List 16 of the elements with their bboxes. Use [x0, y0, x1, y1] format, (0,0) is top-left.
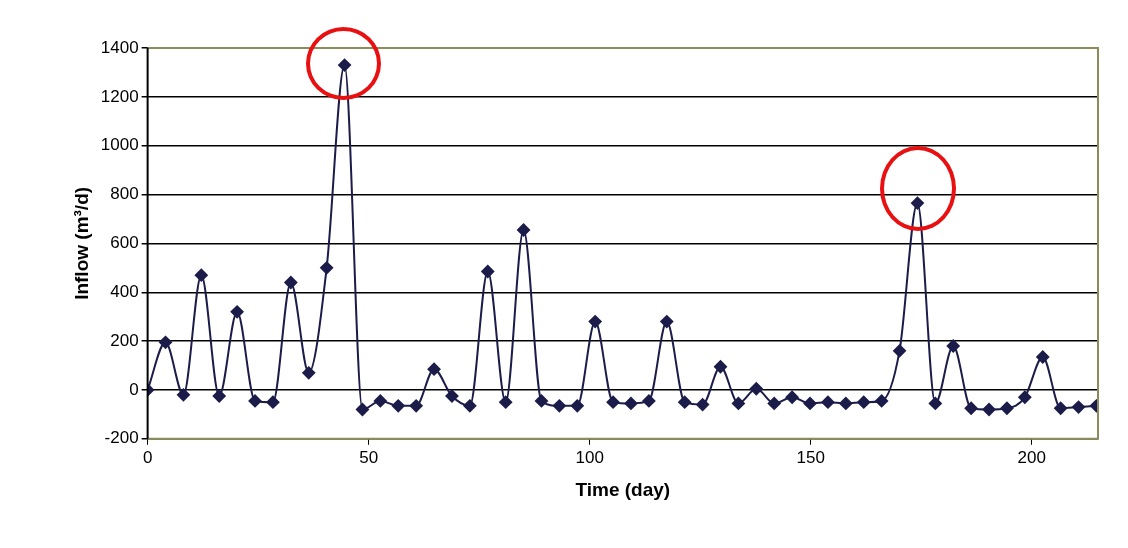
- y-tick-label: -200: [104, 428, 139, 448]
- y-tick-label: 1200: [100, 86, 139, 106]
- x-tick-label: 0: [142, 447, 153, 467]
- y-axis-title: Inflow (m³/d): [70, 186, 92, 300]
- y-tick-label: 0: [129, 379, 139, 399]
- y-tick-label: 1000: [100, 135, 139, 155]
- y-tick-label: 200: [110, 330, 139, 350]
- x-tick-label: 200: [1017, 447, 1046, 467]
- y-tick-label: 600: [110, 233, 139, 253]
- x-axis-title: Time (day): [575, 478, 671, 500]
- x-tick-label: 150: [796, 447, 825, 467]
- x-tick-label: 100: [575, 447, 604, 467]
- y-tick-label: 800: [110, 184, 139, 204]
- y-tick-label: 400: [110, 281, 139, 301]
- x-tick-label: 50: [359, 447, 379, 467]
- y-tick-label: 1400: [100, 37, 139, 57]
